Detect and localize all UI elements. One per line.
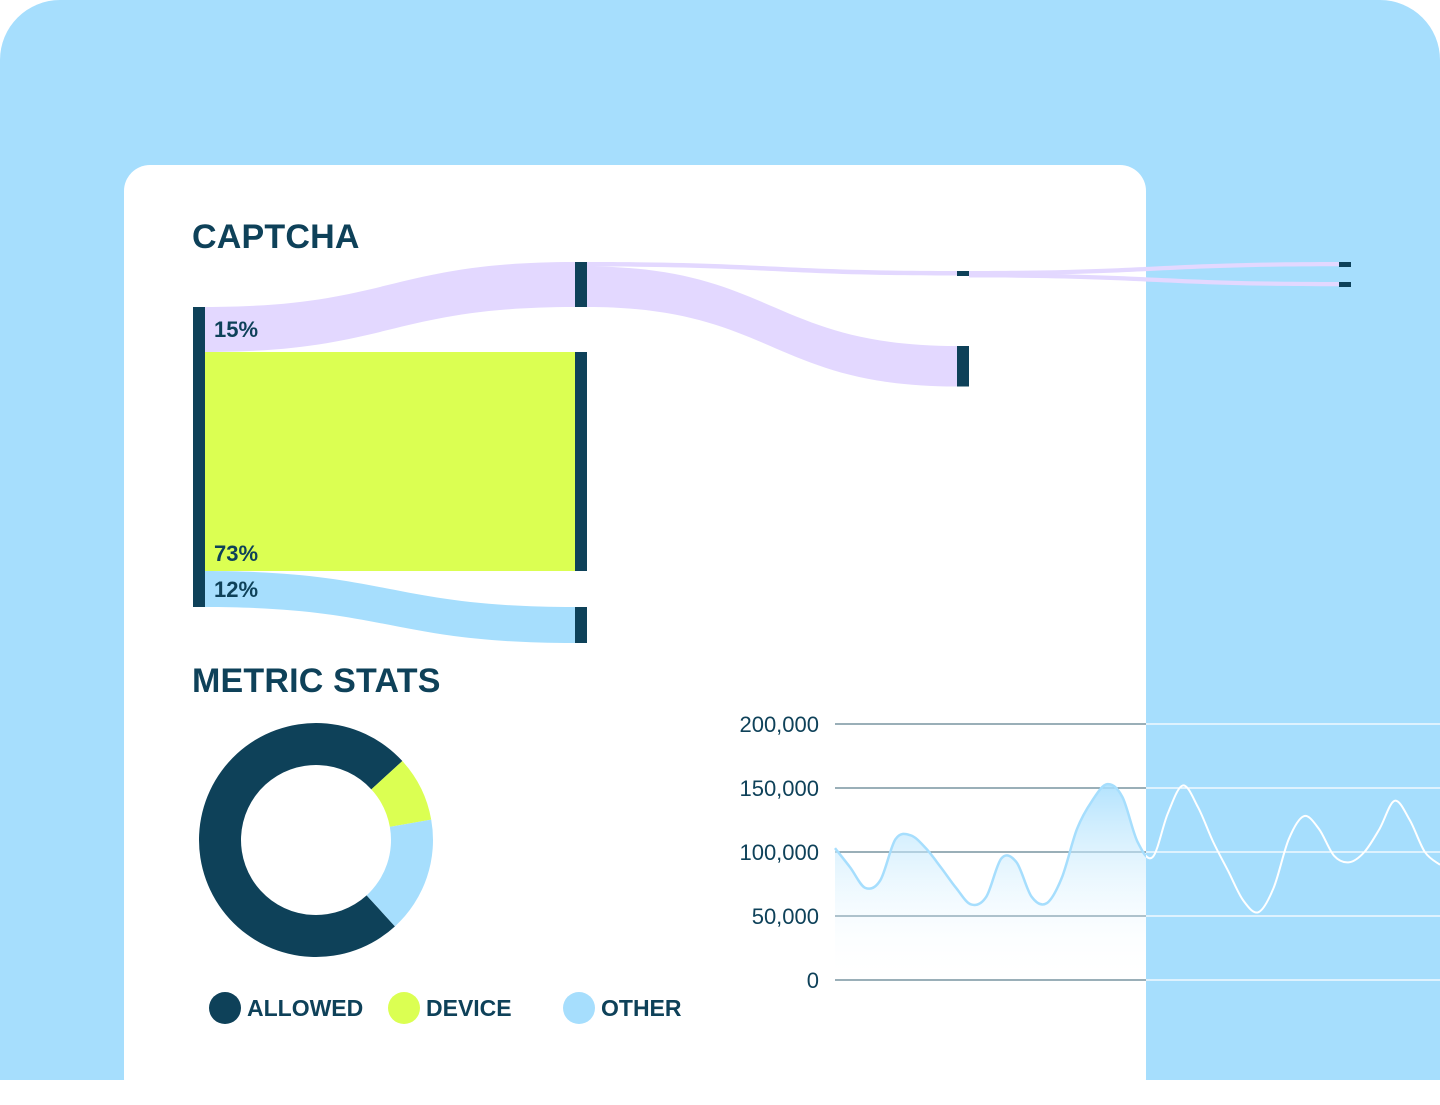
sankey-diagram: 15% 73% 12% bbox=[193, 262, 1351, 643]
donut-slice-other[interactable] bbox=[366, 819, 433, 927]
donut-chart: ALLOWED DEVICE OTHER bbox=[199, 723, 682, 1024]
sankey-link-15[interactable] bbox=[205, 262, 575, 352]
area-series-line-overflow bbox=[1146, 784, 1440, 914]
y-tick-label: 0 bbox=[807, 968, 819, 993]
y-tick-label: 100,000 bbox=[739, 840, 819, 865]
donut-slice-allowed[interactable] bbox=[199, 723, 403, 958]
sankey-link-12[interactable] bbox=[205, 571, 575, 643]
sankey-link-73[interactable] bbox=[205, 352, 575, 571]
area-series-line bbox=[834, 782, 1146, 907]
sankey-node-level3-a[interactable] bbox=[1339, 262, 1351, 267]
y-tick-label: 50,000 bbox=[752, 904, 819, 929]
sankey-node-15-small[interactable] bbox=[957, 271, 969, 276]
sankey-label-12: 12% bbox=[214, 577, 258, 602]
sankey-node-captcha[interactable] bbox=[193, 307, 205, 607]
y-tick-label: 150,000 bbox=[739, 776, 819, 801]
sankey-node-12[interactable] bbox=[575, 607, 587, 643]
area-series-fill bbox=[835, 784, 1146, 980]
metric-stats-title: METRIC STATS bbox=[192, 662, 441, 700]
sankey-link-level3-a[interactable] bbox=[969, 262, 1339, 276]
sankey-link-level3-b[interactable] bbox=[969, 273, 1339, 287]
legend-other-swatch bbox=[563, 992, 595, 1024]
legend-allowed-label: ALLOWED bbox=[247, 995, 363, 1021]
legend-device-swatch bbox=[388, 992, 420, 1024]
sankey-label-73: 73% bbox=[214, 541, 258, 566]
legend-other-label: OTHER bbox=[601, 995, 682, 1021]
sankey-node-level3-b[interactable] bbox=[1339, 282, 1351, 287]
sankey-node-15[interactable] bbox=[575, 262, 587, 307]
sankey-node-73[interactable] bbox=[575, 352, 587, 571]
y-tick-label: 200,000 bbox=[739, 712, 819, 737]
legend-device-label: DEVICE bbox=[426, 995, 512, 1021]
sankey-link-15-large[interactable] bbox=[587, 266, 957, 387]
sankey-link-15-small[interactable] bbox=[587, 262, 957, 276]
sankey-label-15: 15% bbox=[214, 317, 258, 342]
sankey-title: CAPTCHA bbox=[192, 218, 360, 256]
area-chart: 200,000 150,000 100,000 50,000 0 bbox=[739, 712, 1440, 993]
legend-allowed-swatch bbox=[209, 992, 241, 1024]
donut-slice-device[interactable] bbox=[371, 761, 432, 827]
sankey-node-15-large[interactable] bbox=[957, 346, 969, 387]
